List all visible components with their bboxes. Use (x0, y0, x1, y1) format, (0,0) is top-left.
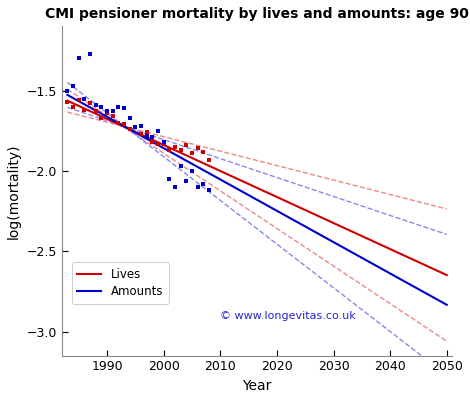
Point (177, 147, 184, 153)
Point (81, 107, 88, 113)
Point (81, 95, 88, 102)
Point (69, 104, 77, 110)
X-axis label: Year: Year (243, 379, 272, 393)
Point (200, 180, 207, 187)
Y-axis label: log(mortality): log(mortality) (7, 143, 21, 239)
Point (120, 121, 128, 128)
Point (143, 132, 150, 139)
Point (177, 163, 184, 169)
Legend: Lives, Amounts: Lives, Amounts (71, 262, 169, 304)
Point (194, 184, 201, 190)
Point (63, 98, 71, 105)
Point (115, 120, 122, 126)
Point (126, 115, 133, 121)
Point (160, 139, 167, 145)
Point (182, 142, 190, 148)
Point (182, 177, 190, 184)
Point (63, 87, 71, 94)
Point (109, 113, 117, 120)
Point (165, 147, 173, 153)
Point (103, 110, 111, 116)
Title: CMI pensioner mortality by lives and amounts: age 90: CMI pensioner mortality by lives and amo… (45, 7, 469, 21)
Point (149, 134, 156, 140)
Point (120, 105, 128, 112)
Point (75, 55, 82, 62)
Point (143, 129, 150, 136)
Point (194, 145, 201, 152)
Point (205, 187, 213, 193)
Point (200, 148, 207, 155)
Point (205, 156, 213, 163)
Text: © www.longevitas.co.uk: © www.longevitas.co.uk (220, 311, 356, 321)
Point (109, 108, 117, 115)
Point (98, 104, 105, 110)
Point (132, 124, 139, 131)
Point (188, 168, 196, 174)
Point (137, 131, 145, 137)
Point (137, 123, 145, 129)
Point (171, 144, 179, 150)
Point (115, 104, 122, 110)
Point (171, 184, 179, 190)
Point (92, 102, 100, 108)
Point (126, 126, 133, 132)
Point (154, 128, 162, 134)
Point (98, 115, 105, 121)
Point (160, 140, 167, 147)
Point (86, 50, 94, 57)
Point (69, 82, 77, 89)
Point (75, 97, 82, 103)
Point (188, 150, 196, 156)
Point (103, 108, 111, 115)
Point (92, 108, 100, 115)
Point (149, 139, 156, 145)
Point (86, 100, 94, 106)
Point (132, 124, 139, 131)
Point (165, 176, 173, 182)
Point (154, 140, 162, 147)
